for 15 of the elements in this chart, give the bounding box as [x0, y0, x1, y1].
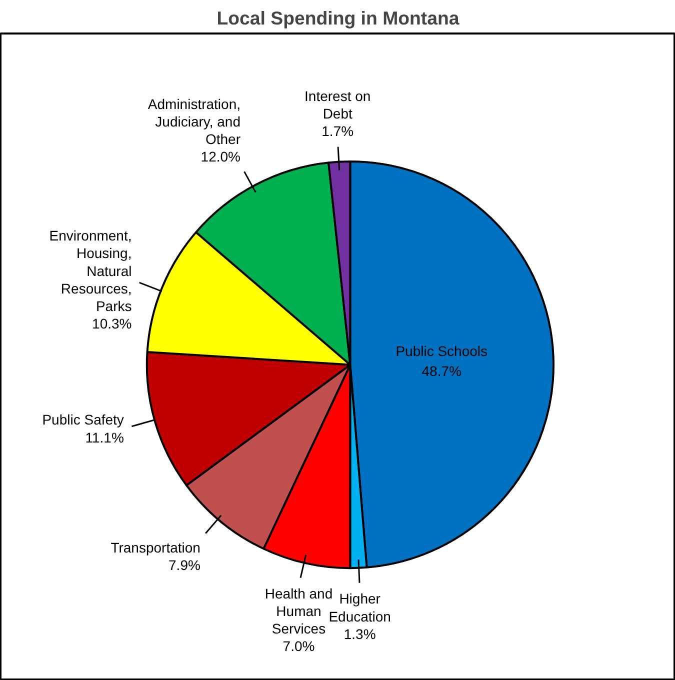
data-label: 48.7%: [422, 363, 462, 380]
slice-label: Public Safety: [42, 412, 124, 428]
slice-label: Public Schools: [396, 343, 488, 360]
data-label: 10.3%: [92, 316, 132, 332]
slice-label: Interest on Debt: [304, 88, 371, 122]
data-label: 11.1%: [85, 429, 124, 446]
slice-label: Transportation: [110, 539, 200, 556]
slice-label: Administration, Judiciary, and Other: [148, 96, 241, 148]
slice-label: Environment, Housing, Natural Resources, Parks: [49, 228, 132, 314]
data-label: 7.0%: [282, 638, 315, 654]
data-label: 12.0%: [200, 148, 241, 165]
data-label: 7.9%: [168, 557, 200, 574]
data-label: 1.3%: [344, 626, 376, 642]
chart-title: Local Spending in Montana: [216, 8, 460, 28]
data-label: 1.7%: [322, 123, 354, 140]
